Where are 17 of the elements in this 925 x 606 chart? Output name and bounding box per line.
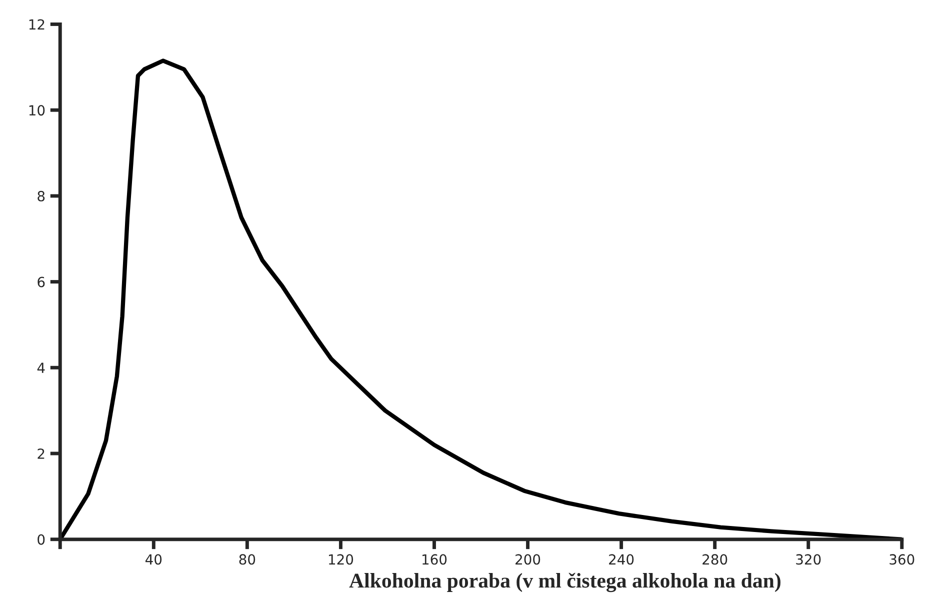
x-tick-label: 360 [890,554,914,565]
y-tick-label: 12 [29,19,44,30]
y-tick-label: 2 [38,448,44,459]
x-tick-label: 200 [516,554,540,565]
y-tick-label: 8 [38,190,45,202]
x-tick-label: 80 [239,554,256,565]
y-tick-label: 6 [38,276,45,288]
x-axis-title: Alkoholna poraba (v ml čistega alkohola na dan) [349,572,780,592]
x-tick-label: 320 [796,554,821,565]
x-tick-label: 120 [328,554,354,565]
y-tick-label: 10 [29,105,45,116]
x-tick-label: 240 [609,554,634,565]
x-tick-label: 40 [145,554,162,565]
x-tick-label: 280 [702,554,728,565]
y-tick-label: 4 [37,362,45,373]
x-tick-label: 160 [422,554,447,565]
y-tick-label: 0 [38,534,45,545]
